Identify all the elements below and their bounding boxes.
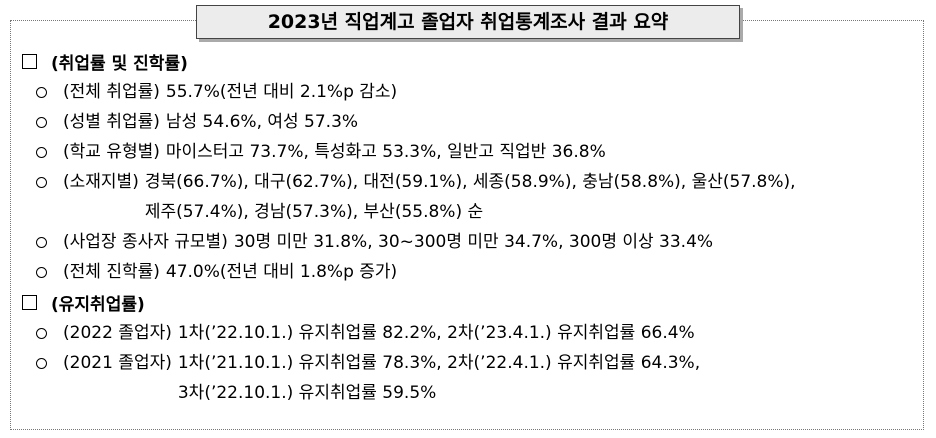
item-line: 1차(’21.10.1.) 유지취업률 78.3%, 2차(’22.4.1.) … <box>177 353 701 373</box>
circle-bullet <box>36 358 47 369</box>
circle-bullet <box>36 267 47 278</box>
circle-bullet <box>36 87 47 98</box>
item-label: (사업장 종사자 규모별) <box>63 232 228 252</box>
circle-bullet <box>36 147 47 158</box>
list-item: (2021 졸업자) 1차(’21.10.1.) 유지취업률 78.3%, 2차(… <box>22 348 922 408</box>
section-heading: (유지취업률) <box>22 287 922 318</box>
item-line: 30명 미만 31.8%, 30~300명 미만 34.7%, 300명 이상 … <box>233 232 714 252</box>
item-label: (학교 유형별) <box>63 142 160 162</box>
heading-text: (유지취업률) <box>51 295 145 315</box>
list-item: (소재지별) 경북(66.7%), 대구(62.7%), 대전(59.1%), 세… <box>22 167 922 227</box>
item-line: 마이스터고 73.7%, 특성화고 53.3%, 일반고 직업반 36.8% <box>165 142 606 162</box>
list-item: (사업장 종사자 규모별) 30명 미만 31.8%, 30~300명 미만 34… <box>22 227 922 257</box>
item-line: 제주(57.4%), 경남(57.3%), 부산(55.8%) 순 <box>144 202 484 222</box>
section-heading: (취업률 및 진학률) <box>22 46 922 77</box>
circle-bullet <box>36 328 47 339</box>
item-text: 마이스터고 73.7%, 특성화고 53.3%, 일반고 직업반 36.8% <box>166 137 606 167</box>
item-line: 경북(66.7%), 대구(62.7%), 대전(59.1%), 세종(58.9… <box>144 172 796 192</box>
circle-bullet <box>36 177 47 188</box>
item-line: 1차(’22.10.1.) 유지취업률 82.2%, 2차(’23.4.1.) … <box>177 323 695 343</box>
square-bullet <box>22 295 37 310</box>
item-label: (소재지별) <box>63 172 139 192</box>
item-line: 남성 54.6%, 여성 57.3% <box>165 112 359 132</box>
item-text: 경북(66.7%), 대구(62.7%), 대전(59.1%), 세종(58.9… <box>145 167 796 227</box>
content: (취업률 및 진학률) (전체 취업률) 55.7%(전년 대비 2.1%p 감소)… <box>22 46 922 408</box>
item-text: 1차(’22.10.1.) 유지취업률 82.2%, 2차(’23.4.1.) … <box>178 318 695 348</box>
item-text: 55.7%(전년 대비 2.1%p 감소) <box>166 77 397 107</box>
item-label: (전체 취업률) <box>63 82 160 102</box>
item-label: (전체 진학률) <box>63 262 160 282</box>
item-line: 3차(’22.10.1.) 유지취업률 59.5% <box>177 383 437 403</box>
item-line: 55.7%(전년 대비 2.1%p 감소) <box>165 82 398 102</box>
item-text: 1차(’21.10.1.) 유지취업률 78.3%, 2차(’22.4.1.) … <box>178 348 700 408</box>
item-label: (2021 졸업자) <box>63 353 172 373</box>
title: 2023년 직업계고 졸업자 취업통계조사 결과 요약 <box>196 5 740 39</box>
square-bullet <box>22 54 37 69</box>
list-item: (학교 유형별) 마이스터고 73.7%, 특성화고 53.3%, 일반고 직업반… <box>22 137 922 167</box>
heading-text: (취업률 및 진학률) <box>51 54 188 74</box>
item-text: 남성 54.6%, 여성 57.3% <box>166 107 358 137</box>
item-line: 47.0%(전년 대비 1.8%p 증가) <box>165 262 398 282</box>
item-text: 47.0%(전년 대비 1.8%p 증가) <box>166 257 397 287</box>
circle-bullet <box>36 117 47 128</box>
list-item: (전체 진학률) 47.0%(전년 대비 1.8%p 증가) <box>22 257 922 287</box>
circle-bullet <box>36 237 47 248</box>
item-label: (2022 졸업자) <box>63 323 172 343</box>
list-item: (2022 졸업자) 1차(’22.10.1.) 유지취업률 82.2%, 2차(… <box>22 318 922 348</box>
item-label: (성별 취업률) <box>63 112 160 132</box>
list-item: (성별 취업률) 남성 54.6%, 여성 57.3% <box>22 107 922 137</box>
list-item: (전체 취업률) 55.7%(전년 대비 2.1%p 감소) <box>22 77 922 107</box>
item-text: 30명 미만 31.8%, 30~300명 미만 34.7%, 300명 이상 … <box>234 227 713 257</box>
